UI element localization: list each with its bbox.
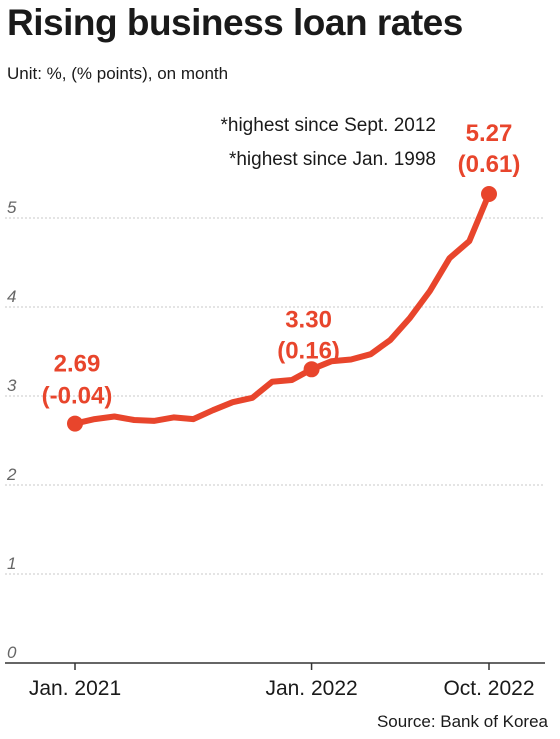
data-label-value-1: 3.30 [285, 306, 332, 333]
y-tick-label-3: 3 [7, 376, 17, 395]
chart-title: Rising business loan rates [7, 2, 463, 43]
series-line [72, 191, 492, 427]
data-point-2 [481, 185, 497, 202]
y-tick-label-4: 4 [7, 287, 16, 306]
data-point-0 [67, 415, 83, 432]
x-tick-label-0: Jan. 2021 [29, 677, 121, 700]
y-tick-label-2: 2 [6, 465, 17, 484]
data-label-value-2: 5.27 [466, 120, 513, 147]
y-tick-label-5: 5 [7, 198, 17, 217]
source-label: Source: Bank of Korea [376, 712, 548, 731]
unit-label: Unit: %, (% points), on month [7, 64, 229, 83]
data-label-change-2: (0.61) [458, 151, 521, 178]
y-tick-label-1: 1 [7, 554, 16, 573]
note-highest-since-1998: *highest since Jan. 1998 [228, 149, 436, 170]
data-point-1 [303, 361, 320, 378]
x-tick-label-2: Oct. 2022 [443, 677, 534, 700]
x-tick-label-1: Jan. 2022 [265, 677, 357, 700]
data-label-change-1: (0.16) [277, 337, 340, 364]
data-label-change-0: (-0.04) [42, 383, 113, 410]
data-label-value-0: 2.69 [54, 351, 101, 378]
y-tick-label-0: 0 [7, 643, 17, 662]
note-highest-since-2012: *highest since Sept. 2012 [220, 115, 437, 136]
